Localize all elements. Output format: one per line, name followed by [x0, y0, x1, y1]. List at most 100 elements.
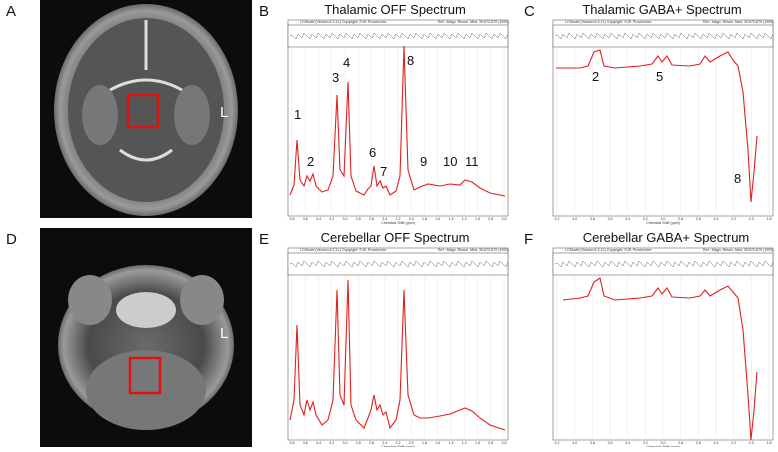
peak-label: 4 — [343, 55, 350, 70]
peak-label: 3 — [332, 70, 339, 85]
software-note: LCModel (Version 6.3-1L) Copyright: S.W.… — [565, 20, 652, 24]
tick-label: 2.2 — [731, 441, 736, 445]
tick-label: 4.0 — [572, 217, 577, 221]
panel-letter: C — [524, 3, 535, 20]
axis-label: Chemical Shift (ppm) — [381, 221, 415, 225]
voxel — [128, 356, 162, 395]
side-label: L — [220, 325, 228, 342]
tick-label: 0.6 — [502, 441, 507, 445]
tick-label: 3.0 — [343, 441, 348, 445]
tick-label: 2.0 — [749, 217, 754, 221]
spectrum-fit — [289, 45, 506, 197]
peak-label: 2 — [307, 154, 314, 169]
tick-label: 2.4 — [714, 217, 719, 221]
tick-label: 1.4 — [449, 217, 454, 221]
peak-label: 2 — [592, 69, 599, 84]
tick-label: 1.4 — [449, 441, 454, 445]
panel-letter: E — [259, 231, 269, 248]
tick-label: 2.0 — [409, 217, 414, 221]
tick-label: 2.8 — [356, 441, 361, 445]
tick-label: 3.8 — [590, 217, 595, 221]
tick-label: 2.0 — [749, 441, 754, 445]
tick-label: 2.6 — [369, 441, 374, 445]
panel-title: Thalamic OFF Spectrum — [324, 2, 466, 17]
tick-label: 3.2 — [329, 441, 334, 445]
peak-label: 10 — [443, 154, 457, 169]
tick-label: 4.0 — [572, 441, 577, 445]
tick-label: 3.0 — [661, 217, 666, 221]
tick-label: 4.2 — [555, 441, 560, 445]
panel-letter: D — [6, 231, 17, 248]
peak-label: 9 — [420, 154, 427, 169]
residual — [289, 260, 509, 268]
reference-note: Ref.: Magn. Reson. Med. 30:672-679 (1993… — [703, 248, 775, 252]
tick-label: 1.8 — [767, 217, 772, 221]
tick-label: 2.8 — [678, 217, 683, 221]
tick-label: 3.2 — [329, 217, 334, 221]
software-note: LCModel (Version 6.3-1L) Copyright: S.W.… — [565, 248, 652, 252]
spectra: LCModel (Version 6.3-1L) Copyright: S.W.… — [287, 19, 775, 449]
tick-label: 3.4 — [625, 217, 630, 221]
tick-label: 1.0 — [475, 441, 480, 445]
tick-label: 1.2 — [462, 217, 467, 221]
tick-label: 2.0 — [409, 441, 414, 445]
side-label: R — [30, 104, 41, 121]
voxel — [126, 93, 160, 129]
tick-label: 3.6 — [608, 441, 613, 445]
tick-label: 3.0 — [661, 441, 666, 445]
peak-label: 8 — [734, 171, 741, 186]
tick-label: 3.6 — [608, 217, 613, 221]
tick-label: 2.2 — [396, 441, 401, 445]
tick-label: 3.8 — [590, 441, 595, 445]
tick-label: 1.8 — [422, 217, 427, 221]
tick-label: 1.6 — [435, 217, 440, 221]
peak-label: 5 — [656, 69, 663, 84]
tick-label: 4.2 — [555, 217, 560, 221]
tick-label: 2.4 — [714, 441, 719, 445]
tick-label: 0.6 — [502, 217, 507, 221]
tick-label: 3.2 — [643, 441, 648, 445]
tick-label: 3.8 — [290, 441, 295, 445]
tick-label: 0.8 — [488, 441, 493, 445]
tick-label: 1.2 — [462, 441, 467, 445]
tick-label: 3.6 — [303, 217, 308, 221]
residual — [554, 32, 774, 40]
tick-label: 2.6 — [369, 217, 374, 221]
tick-label: 2.6 — [696, 217, 701, 221]
spectrum-fit — [562, 277, 758, 441]
tick-label: 1.6 — [435, 441, 440, 445]
panel-title: Cerebellar GABA+ Spectrum — [583, 230, 750, 245]
tick-label: 1.0 — [475, 217, 480, 221]
peak-label: 8 — [407, 53, 414, 68]
reference-note: Ref.: Magn. Reson. Med. 30:672-679 (1993… — [438, 20, 510, 24]
tick-label: 1.8 — [422, 441, 427, 445]
peak-label: 11 — [465, 154, 479, 169]
axis-label: Chemical Shift (ppm) — [646, 221, 680, 225]
tick-label: 3.0 — [343, 217, 348, 221]
reference-note: Ref.: Magn. Reson. Med. 30:672-679 (1993… — [703, 20, 775, 24]
peak-label: 1 — [294, 107, 301, 122]
side-label: R — [30, 325, 41, 342]
tick-label: 3.4 — [316, 441, 321, 445]
tick-label: 2.8 — [356, 217, 361, 221]
tick-label: 2.6 — [696, 441, 701, 445]
tick-label: 2.4 — [382, 217, 387, 221]
tick-label: 1.8 — [767, 441, 772, 445]
panel-letter: F — [524, 231, 533, 248]
peak-label: 6 — [369, 145, 376, 160]
residual — [554, 260, 774, 268]
spectrum-fit — [289, 279, 506, 431]
tick-label: 2.2 — [731, 217, 736, 221]
spectrum-fit — [556, 49, 758, 203]
software-note: LCModel (Version 6.3-1L) Copyright: S.W.… — [300, 20, 387, 24]
tick-label: 2.2 — [396, 217, 401, 221]
software-note: LCModel (Version 6.3-1L) Copyright: S.W.… — [300, 248, 387, 252]
tick-label: 3.4 — [316, 217, 321, 221]
peak-label: 7 — [380, 164, 387, 179]
tick-label: 3.2 — [643, 217, 648, 221]
panel-title: Cerebellar OFF Spectrum — [321, 230, 470, 245]
residual — [289, 32, 509, 40]
tick-label: 3.6 — [303, 441, 308, 445]
